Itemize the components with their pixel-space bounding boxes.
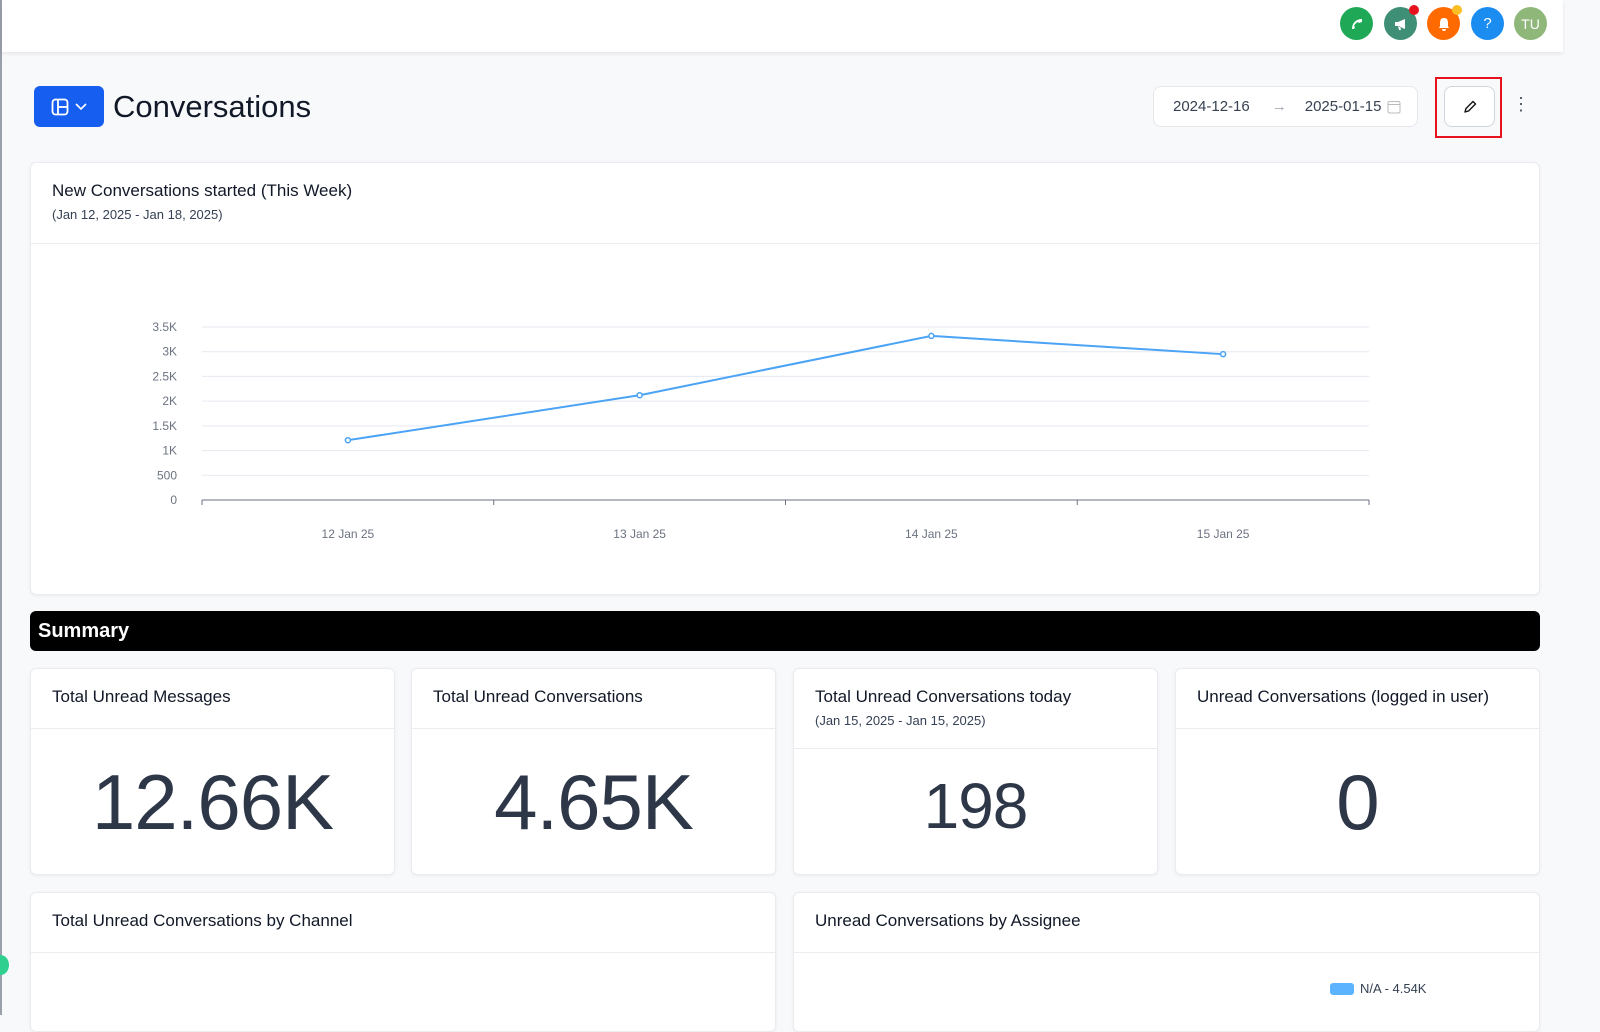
legend-swatch [1330,982,1354,995]
help-icon[interactable]: ? [1471,7,1504,40]
edit-button[interactable] [1444,86,1495,127]
data-point [636,391,643,399]
card-title: Total Unread Conversations [433,687,643,706]
card-subtitle: (Jan 15, 2025 - Jan 15, 2025) [815,713,986,728]
stat-card: Total Unread Conversations 4.65K [411,668,776,875]
card-title: Unread Conversations by Assignee [815,911,1081,930]
card-title: Total Unread Conversations by Channel [52,911,353,930]
pencil-icon [1463,100,1476,113]
arrow-right-icon: → [1271,98,1287,115]
y-tick-label: 3.5K [152,320,177,334]
y-tick-label: 2.5K [152,369,177,383]
card-title: Unread Conversations (logged in user) [1197,687,1489,706]
chevron-down-icon [75,102,87,110]
stat-value: 198 [923,770,1029,842]
y-tick-label: 3K [162,345,177,359]
top-bar [2,0,1563,52]
stat-value: 4.65K [494,758,694,846]
legend-label: N/A - 4.54K [1360,981,1427,996]
megaphone-icon[interactable] [1384,5,1419,40]
phone-icon[interactable] [1340,7,1373,40]
layout-switcher-button[interactable] [34,86,104,127]
series-line [347,334,1224,442]
date-start[interactable]: 2024-12-16 [1173,98,1250,115]
line-chart-card: New Conversations started (This Week) (Ja… [30,162,1540,595]
stat-value: 0 [1336,758,1379,846]
highlight-box [1435,77,1502,138]
date-end[interactable]: 2025-01-15 [1304,98,1382,115]
legend-item[interactable]: N/A - 4.54K [1330,981,1426,996]
more-options-icon[interactable]: ⋮ [1512,94,1530,114]
card-subtitle: (Jan 12, 2025 - Jan 18, 2025) [52,207,223,222]
card-title: Total Unread Conversations today [815,687,1072,706]
summary-header: Summary [30,611,1540,651]
date-range-picker[interactable]: 2024-12-16 → 2025-01-15 [1153,86,1418,127]
x-tick-label: 13 Jan 25 [613,527,666,541]
stat-value: 12.66K [91,758,334,846]
x-tick-label: 15 Jan 25 [1197,527,1250,541]
calendar-icon [1387,100,1401,113]
page-title: Conversations [113,89,312,124]
x-tick-label: 14 Jan 25 [905,527,958,541]
stat-card: Total Unread Messages 12.66K [30,668,395,875]
data-point [1219,350,1227,358]
x-tick-label: 12 Jan 25 [322,527,375,541]
y-tick-label: 0 [170,493,177,507]
y-tick-label: 1.5K [152,419,177,433]
line-chart: 0 500 1K 1.5K 2K 2.5K 3K 3.5K 12 Jan 25 13 Jan 25… [152,320,1370,541]
data-point [344,436,352,444]
y-tick-label: 1K [162,444,177,458]
card-title: New Conversations started (This Week) [52,181,353,200]
chat-widget-handle[interactable] [0,955,9,975]
y-tick-label: 500 [157,468,177,482]
avatar[interactable]: TU [1514,7,1547,40]
bell-icon[interactable] [1427,5,1462,40]
card-title: Total Unread Messages [52,687,231,706]
assignee-card: Unread Conversations by Assignee N/A - 4… [793,892,1540,1032]
stat-card: Unread Conversations (logged in user) 0 [1175,668,1540,875]
layout-icon [51,98,69,115]
data-point [928,332,935,340]
left-edge [0,0,2,1015]
stat-card: Total Unread Conversations today (Jan 15,… [793,668,1158,875]
channel-card: Total Unread Conversations by Channel [30,892,776,1032]
y-tick-label: 2K [162,394,177,408]
